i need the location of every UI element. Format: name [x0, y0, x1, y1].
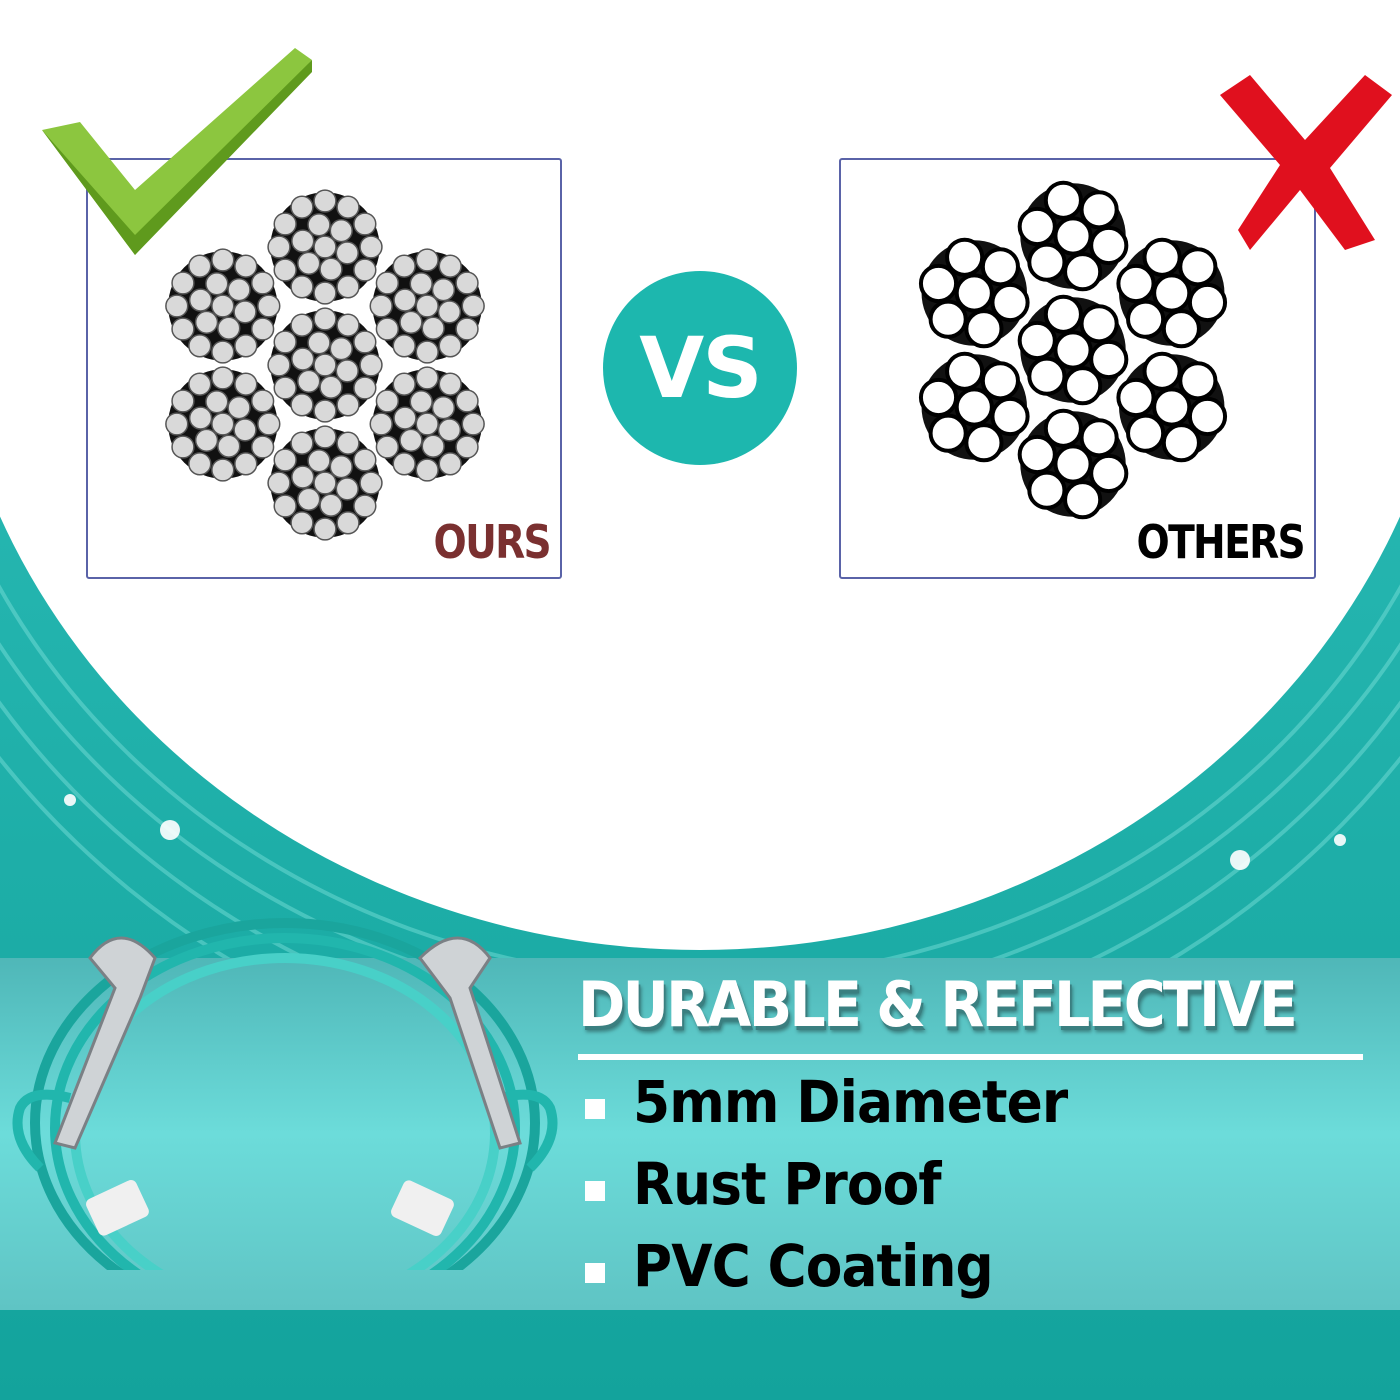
feature-item: 5mm Diameter: [585, 1068, 1105, 1136]
bullet-icon: [585, 1263, 605, 1283]
others-label: OTHERS: [1136, 515, 1306, 569]
feature-item: PVC Coating: [585, 1232, 1024, 1300]
vs-badge: VS: [603, 271, 797, 465]
bullet-icon: [585, 1181, 605, 1201]
sparkle-icon: [64, 794, 1346, 870]
ours-label: OURS: [433, 515, 552, 569]
feature-text: Rust Proof: [633, 1150, 942, 1218]
ours-comparison-card: OURS: [86, 158, 562, 579]
feature-text: PVC Coating: [633, 1232, 994, 1300]
feature-item: Rust Proof: [585, 1150, 967, 1218]
feature-text: 5mm Diameter: [633, 1068, 1068, 1136]
feature-banner: [0, 918, 1400, 1310]
title-divider: [578, 1054, 1363, 1060]
bullet-icon: [585, 1099, 605, 1119]
banner-title: DURABLE & REFLECTIVE: [578, 968, 1298, 1041]
others-comparison-card: OTHERS: [839, 158, 1316, 579]
tie-out-cable-product-image: [12, 918, 558, 1270]
